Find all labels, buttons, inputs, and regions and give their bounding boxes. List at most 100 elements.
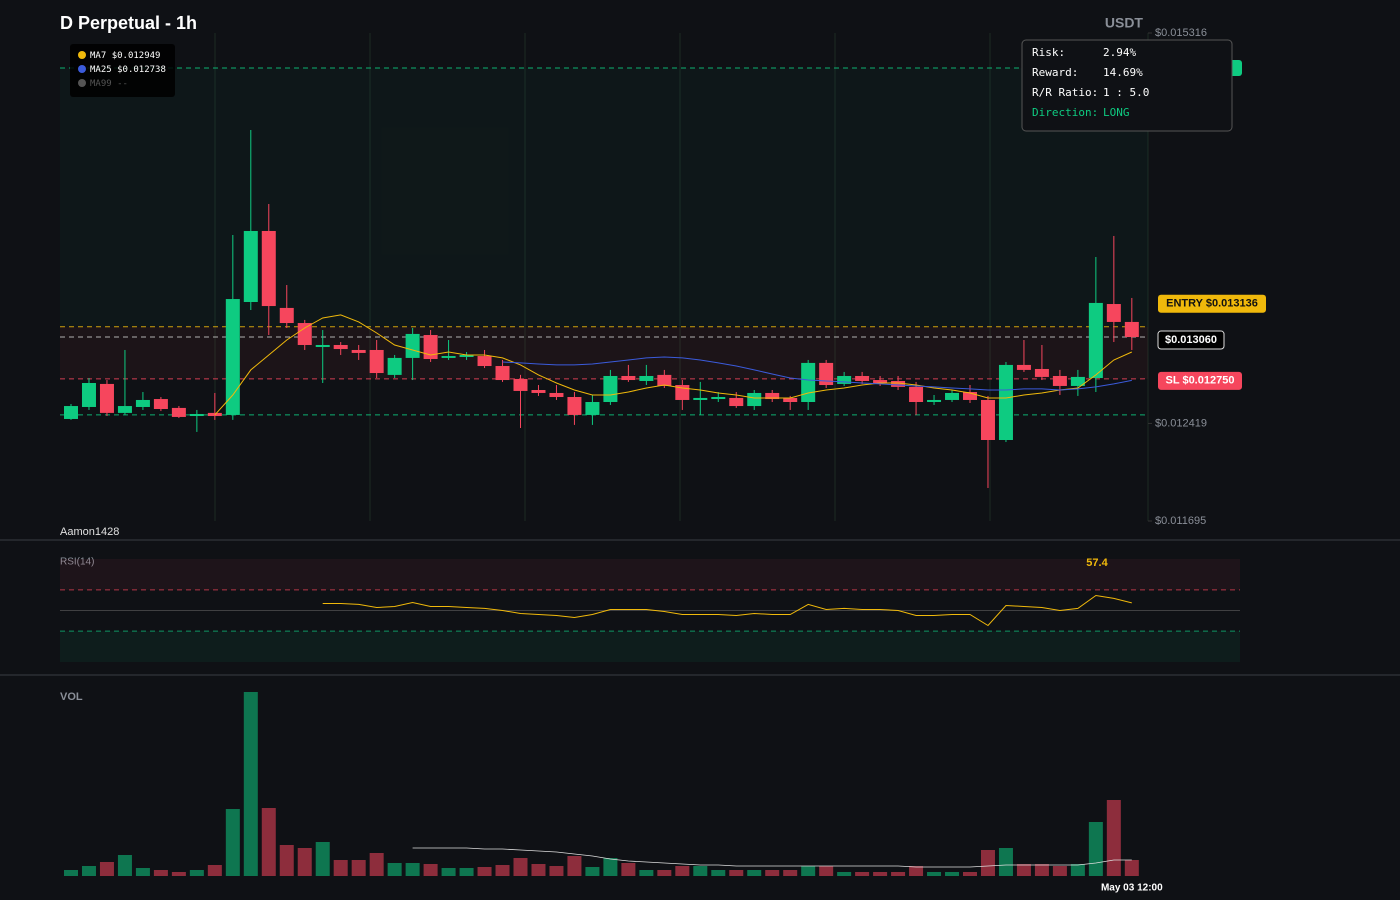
- candle-body: [855, 375, 870, 381]
- candle-body: [1052, 375, 1067, 386]
- y-tick-label: $0.011695: [1155, 515, 1206, 527]
- volume-bar: [369, 853, 384, 876]
- volume-bar: [729, 870, 744, 876]
- candle-body: [423, 335, 438, 360]
- candle-body: [1070, 376, 1085, 386]
- volume-bar: [765, 870, 780, 876]
- volume-bar: [657, 870, 672, 876]
- volume-bar: [243, 692, 258, 876]
- level-tag-label: $0.013060: [1165, 334, 1217, 346]
- volume-bar: [171, 872, 186, 876]
- legend-dot: [78, 51, 86, 59]
- candle-body: [99, 383, 114, 413]
- volume-bar: [135, 868, 150, 876]
- candle-body: [621, 375, 636, 381]
- volume-bar: [423, 864, 438, 876]
- candle-body: [837, 375, 852, 384]
- rsi-oversold-zone: [60, 631, 1240, 662]
- volume-bar: [693, 866, 708, 876]
- volume-title: VOL: [60, 691, 83, 703]
- reward-zone: [60, 68, 1148, 327]
- candle-body: [279, 307, 294, 324]
- candle-body: [693, 397, 708, 400]
- candle-body: [459, 354, 474, 357]
- candle-body: [819, 362, 834, 386]
- candle-body: [81, 382, 96, 407]
- legend-label: MA7 $0.012949: [90, 51, 160, 61]
- volume-bar: [477, 867, 492, 876]
- candle-body: [135, 399, 150, 407]
- volume-bar: [980, 850, 995, 876]
- candle-body: [549, 392, 564, 398]
- candle-body: [189, 413, 204, 417]
- volume-bar: [837, 872, 852, 876]
- candle-body: [657, 374, 672, 386]
- legend-name: MA7: [90, 51, 106, 61]
- volume-bar: [387, 863, 402, 876]
- legend-box: [70, 44, 175, 97]
- candle-body: [243, 230, 258, 302]
- volume-bar: [855, 872, 870, 876]
- candle-body: [441, 356, 456, 358]
- candle-body: [603, 375, 618, 402]
- candle-body: [351, 349, 366, 353]
- candle-body: [873, 380, 888, 383]
- level-tag: [1157, 330, 1225, 350]
- candle-body: [711, 397, 726, 400]
- legend-label: MA25 $0.012738: [90, 65, 166, 75]
- volume-bar: [567, 856, 582, 876]
- volume-bar: [909, 866, 924, 876]
- volume-bar: [531, 864, 546, 876]
- ma-line: [214, 314, 1133, 416]
- volume-bar: [891, 872, 906, 876]
- legend-dot: [78, 79, 86, 87]
- ma-line: [502, 356, 1132, 391]
- level-tag-label: SL $0.012750: [1166, 375, 1235, 387]
- legend-value: --: [117, 79, 128, 89]
- candle-body: [909, 386, 924, 402]
- level-tag: [1158, 294, 1266, 313]
- candle-body: [225, 299, 240, 415]
- volume-bar: [1034, 864, 1049, 876]
- rsi-value-label: 57.4: [1086, 557, 1108, 569]
- chart-title: D Perpetual - 1h: [60, 13, 197, 33]
- candle-body: [765, 392, 780, 400]
- candle-body: [1124, 321, 1139, 338]
- candle-body: [801, 362, 816, 402]
- candle-body: [117, 406, 132, 413]
- risk-label: R/R Ratio:: [1032, 86, 1098, 99]
- volume-bar: [747, 870, 762, 876]
- volume-bar: [927, 872, 942, 876]
- candle-body: [783, 397, 798, 402]
- legend-label: MA99 --: [90, 79, 128, 89]
- candle-body: [171, 407, 186, 417]
- volume-bar: [621, 863, 636, 876]
- volume-bar: [639, 870, 654, 876]
- volume-bar: [801, 866, 816, 876]
- volume-bar: [783, 870, 798, 876]
- volume-bar: [711, 870, 726, 876]
- volume-bar: [998, 848, 1013, 876]
- volume-bar: [945, 872, 960, 876]
- candle-body: [531, 390, 546, 393]
- volume-bar: [495, 865, 510, 876]
- candle-body: [315, 344, 330, 348]
- legend-value: $0.012738: [117, 65, 166, 75]
- candle-body: [369, 349, 384, 374]
- volume-bar: [1016, 864, 1031, 876]
- candle-body: [1106, 304, 1121, 322]
- risk-value: 2.94%: [1103, 46, 1136, 59]
- volume-bar: [225, 809, 240, 876]
- risk-label: Reward:: [1032, 66, 1078, 79]
- volume-bar: [189, 870, 204, 876]
- volume-bar: [315, 842, 330, 876]
- volume-bar: [99, 862, 114, 876]
- legend-value: $0.012949: [112, 51, 161, 61]
- volume-bar: [603, 858, 618, 876]
- volume-bar: [441, 868, 456, 876]
- candle-body: [261, 230, 276, 307]
- volume-bar: [1052, 866, 1067, 876]
- candle-body: [477, 356, 492, 367]
- volume-bar: [207, 865, 222, 876]
